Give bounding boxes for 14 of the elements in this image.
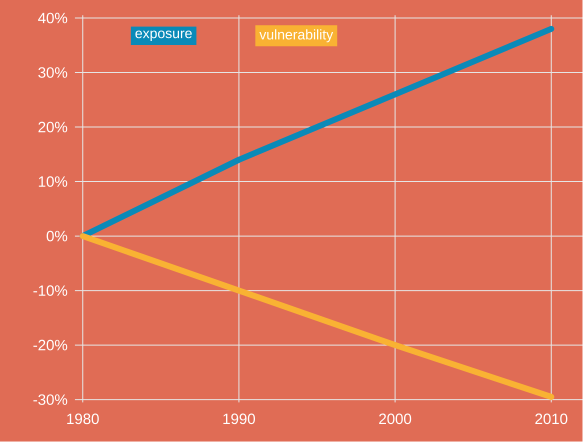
text: vulnerability: [259, 29, 334, 42]
x-tick-label: 1980: [67, 414, 99, 424]
x-tick-label: 2010: [535, 414, 568, 424]
x-tick-label: 2000: [379, 414, 412, 424]
y-tick-label: -20%: [33, 340, 68, 351]
y-tick-label: 30%: [38, 67, 68, 78]
y-tick-label: 20%: [38, 122, 68, 133]
x-tick-label: 1990: [223, 414, 255, 424]
y-tick-label: 10%: [38, 176, 68, 188]
y-tick-label: 40%: [38, 12, 68, 24]
text: exposure: [135, 30, 192, 42]
y-tick-label: -10%: [33, 285, 68, 296]
y-tick-label: -30%: [33, 394, 68, 406]
y-tick-label: 0%: [46, 230, 68, 242]
